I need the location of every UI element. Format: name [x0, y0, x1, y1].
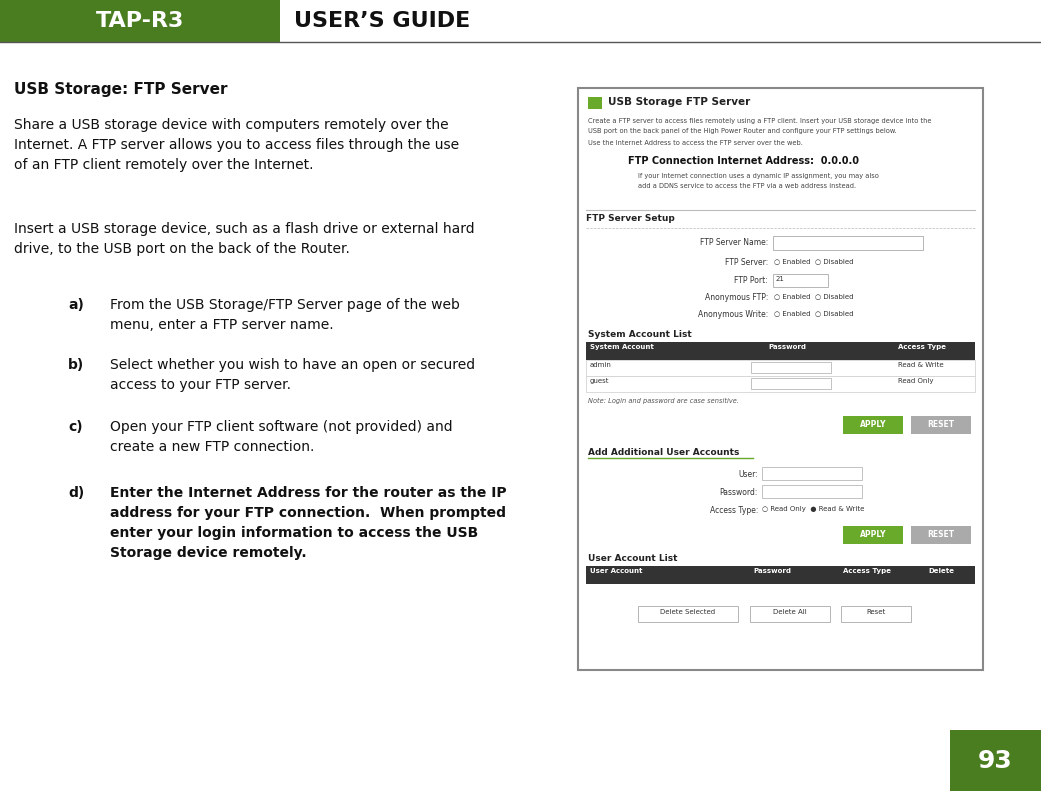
- Text: 93: 93: [979, 748, 1013, 773]
- Bar: [762, 485, 862, 498]
- Bar: [841, 606, 911, 622]
- Text: User Account List: User Account List: [588, 554, 678, 563]
- Text: USB port on the back panel of the High Power Router and configure your FTP setti: USB port on the back panel of the High P…: [588, 128, 896, 134]
- Text: RESET: RESET: [928, 420, 955, 429]
- Text: Delete: Delete: [928, 568, 954, 574]
- Text: USB Storage FTP Server: USB Storage FTP Server: [608, 97, 751, 107]
- Bar: [762, 467, 862, 480]
- Bar: [586, 342, 975, 360]
- Text: USER’S GUIDE: USER’S GUIDE: [294, 11, 471, 31]
- Bar: [773, 236, 923, 250]
- Bar: [751, 362, 831, 373]
- Text: admin: admin: [590, 362, 612, 368]
- Text: FTP Server Name:: FTP Server Name:: [700, 238, 768, 247]
- Text: System Account List: System Account List: [588, 330, 692, 339]
- Text: d): d): [68, 486, 84, 500]
- Text: FTP Server:: FTP Server:: [725, 258, 768, 267]
- Text: Reset: Reset: [866, 609, 886, 615]
- Bar: [911, 416, 971, 434]
- Text: If your Internet connection uses a dynamic IP assignment, you may also: If your Internet connection uses a dynam…: [638, 173, 879, 179]
- Bar: [751, 378, 831, 389]
- Text: Delete All: Delete All: [773, 609, 807, 615]
- Text: Open your FTP client software (not provided) and
create a new FTP connection.: Open your FTP client software (not provi…: [110, 420, 453, 454]
- Bar: [586, 376, 975, 392]
- Text: Add Additional User Accounts: Add Additional User Accounts: [588, 448, 739, 457]
- Bar: [0, 0, 280, 42]
- Text: APPLY: APPLY: [860, 420, 886, 429]
- Text: From the USB Storage/FTP Server page of the web
menu, enter a FTP server name.: From the USB Storage/FTP Server page of …: [110, 298, 460, 332]
- Bar: [586, 566, 975, 584]
- Text: APPLY: APPLY: [860, 530, 886, 539]
- Bar: [638, 606, 738, 622]
- Text: Access Type: Access Type: [843, 568, 891, 574]
- Bar: [773, 274, 828, 287]
- Bar: [843, 526, 903, 544]
- Bar: [750, 606, 830, 622]
- Text: ○ Enabled  ○ Disabled: ○ Enabled ○ Disabled: [775, 310, 854, 316]
- Text: Password: Password: [768, 344, 806, 350]
- Bar: [843, 416, 903, 434]
- Bar: [911, 526, 971, 544]
- Text: ○ Enabled  ○ Disabled: ○ Enabled ○ Disabled: [775, 293, 854, 299]
- Text: b): b): [68, 358, 84, 372]
- Text: Note: Login and password are case sensitive.: Note: Login and password are case sensit…: [588, 398, 739, 404]
- Text: a): a): [68, 298, 84, 312]
- Bar: [586, 360, 975, 376]
- Text: Delete Selected: Delete Selected: [660, 609, 715, 615]
- Text: Read & Write: Read & Write: [898, 362, 943, 368]
- Text: Enter the Internet Address for the router as the IP
address for your FTP connect: Enter the Internet Address for the route…: [110, 486, 507, 560]
- Bar: [588, 97, 602, 109]
- Text: Share a USB storage device with computers remotely over the
Internet. A FTP serv: Share a USB storage device with computer…: [14, 118, 459, 172]
- Text: c): c): [68, 420, 82, 434]
- Text: Access Type:: Access Type:: [710, 506, 758, 515]
- Text: TAP-R3: TAP-R3: [96, 11, 184, 31]
- Text: add a DDNS service to access the FTP via a web address instead.: add a DDNS service to access the FTP via…: [638, 183, 856, 189]
- Text: Read Only: Read Only: [898, 378, 934, 384]
- Text: Anonymous Write:: Anonymous Write:: [697, 310, 768, 319]
- Text: FTP Server Setup: FTP Server Setup: [586, 214, 675, 223]
- Text: ○ Read Only  ● Read & Write: ○ Read Only ● Read & Write: [762, 506, 864, 512]
- Text: ○ Enabled  ○ Disabled: ○ Enabled ○ Disabled: [775, 258, 854, 264]
- Text: Use the Internet Address to access the FTP server over the web.: Use the Internet Address to access the F…: [588, 140, 803, 146]
- Bar: [950, 730, 1041, 791]
- Text: Create a FTP server to access files remotely using a FTP client. Insert your USB: Create a FTP server to access files remo…: [588, 118, 932, 124]
- Text: 21: 21: [776, 276, 785, 282]
- Bar: [578, 88, 983, 670]
- Text: Select whether you wish to have an open or secured
access to your FTP server.: Select whether you wish to have an open …: [110, 358, 475, 392]
- Text: Access Type: Access Type: [898, 344, 946, 350]
- Text: User Account: User Account: [590, 568, 642, 574]
- Text: System Account: System Account: [590, 344, 654, 350]
- Text: RESET: RESET: [928, 530, 955, 539]
- Text: Password:: Password:: [719, 488, 758, 497]
- Text: FTP Connection Internet Address:  0.0.0.0: FTP Connection Internet Address: 0.0.0.0: [628, 156, 859, 166]
- Text: FTP Port:: FTP Port:: [734, 276, 768, 285]
- Text: USB Storage: FTP Server: USB Storage: FTP Server: [14, 82, 228, 97]
- Text: User:: User:: [738, 470, 758, 479]
- Text: Password: Password: [753, 568, 791, 574]
- Text: Anonymous FTP:: Anonymous FTP:: [705, 293, 768, 302]
- Text: Insert a USB storage device, such as a flash drive or external hard
drive, to th: Insert a USB storage device, such as a f…: [14, 222, 475, 256]
- Text: guest: guest: [590, 378, 609, 384]
